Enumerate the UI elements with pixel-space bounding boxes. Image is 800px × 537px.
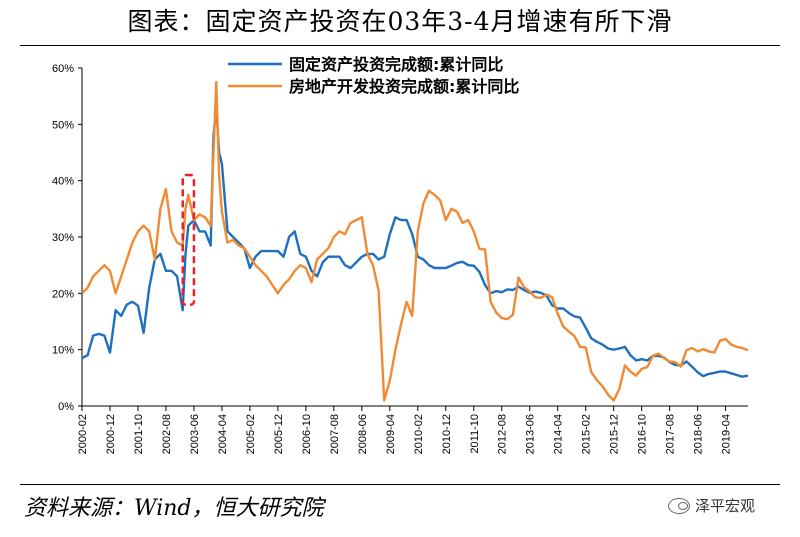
x-tick-label: 2005-02	[245, 414, 257, 454]
title-divider	[20, 45, 780, 46]
x-tick-label: 2004-04	[217, 414, 229, 454]
x-tick-label: 2017-08	[665, 414, 677, 454]
x-tick-label: 2007-08	[329, 414, 341, 454]
x-tick-label: 2009-04	[385, 414, 397, 454]
y-tick-label: 10%	[52, 345, 74, 357]
watermark: 泽平宏观	[668, 495, 755, 516]
x-tick-label: 2010-12	[441, 414, 453, 454]
x-tick-label: 2018-06	[693, 414, 705, 454]
legend-label-fixed-asset: 固定资产投资完成额:累计同比	[289, 55, 503, 74]
watermark-label: 泽平宏观	[695, 497, 756, 515]
legend-label-real-estate: 房地产开发投资完成额:累计同比	[289, 77, 519, 96]
x-tick-label: 2015-02	[581, 414, 593, 454]
x-tick-label: 2003-06	[189, 414, 201, 454]
x-tick-label: 2011-10	[469, 414, 481, 454]
page-title: 图表：固定资产投资在03年3-4月增速有所下滑	[127, 7, 673, 36]
source-note: 资料来源：Wind，恒大研究院	[24, 496, 324, 521]
y-tick-label: 50%	[52, 119, 74, 131]
x-tick-label: 2000-02	[77, 414, 89, 454]
wechat-icon	[668, 497, 690, 514]
x-tick-label: 2019-04	[721, 414, 733, 454]
x-tick-label: 2010-02	[413, 414, 425, 454]
highlight-box	[181, 173, 196, 306]
x-tick-label: 2014-04	[553, 414, 565, 454]
x-tick-label: 2013-06	[525, 414, 537, 454]
series-line-fixed-asset	[81, 106, 749, 378]
x-tick-label: 2005-12	[273, 414, 285, 454]
x-tick-label: 2006-10	[301, 414, 313, 454]
x-tick-label: 2000-12	[105, 414, 117, 454]
y-tick-label: 60%	[52, 63, 74, 75]
x-tick-label: 2002-08	[161, 414, 173, 454]
x-tick-label: 2008-06	[357, 414, 369, 454]
y-tick-label: 20%	[52, 288, 74, 300]
series-line-real-estate	[81, 80, 749, 402]
x-tick-label: 2001-10	[133, 414, 145, 454]
x-tick-label: 2012-08	[497, 414, 509, 454]
y-tick-label: 40%	[52, 176, 74, 188]
x-tick-label: 2015-12	[609, 414, 621, 454]
footer-divider	[20, 484, 780, 485]
y-tick-label: 30%	[52, 232, 74, 244]
x-tick-label: 2016-10	[637, 414, 649, 454]
y-tick-label: 0%	[58, 401, 74, 413]
